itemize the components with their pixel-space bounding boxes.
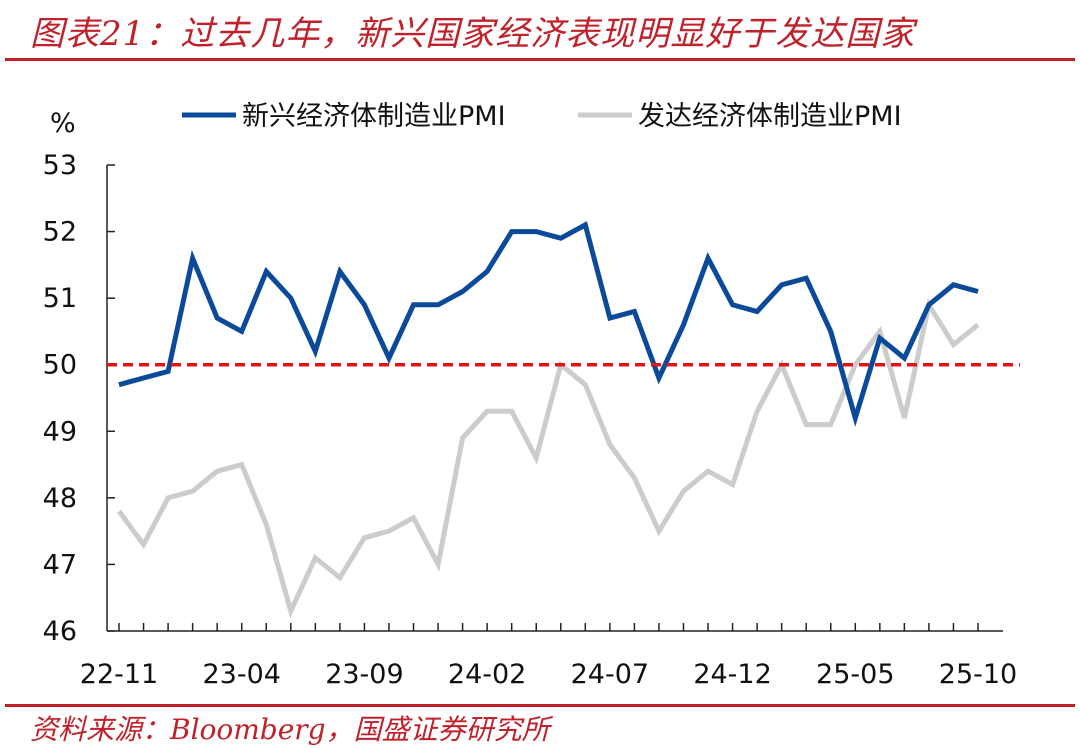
- x-tick-label: 25-05: [816, 659, 894, 690]
- legend: 新兴经济体制造业PMI 发达经济体制造业PMI: [182, 101, 902, 132]
- y-tick-label: 47: [43, 549, 77, 580]
- axes: 46 47 48 49 50 51 52 53 22-11 23-04 23-09 24-02 24-0…: [43, 150, 1018, 690]
- title-divider: [5, 58, 1075, 61]
- chart-title: 图表21：过去几年，新兴国家经济表现明显好于发达国家: [30, 14, 916, 54]
- x-tick-label: 22-11: [80, 659, 158, 690]
- series-line-1: [118, 221, 979, 427]
- series-line-2: [116, 298, 980, 619]
- y-tick-label: 52: [43, 217, 77, 248]
- y-tick-label: 46: [43, 616, 77, 647]
- y-tick-label: 53: [43, 150, 77, 181]
- legend-label-series-2: 发达经济体制造业PMI: [638, 101, 902, 132]
- x-tick-label: 25-10: [939, 659, 1017, 690]
- legend-label-series-1: 新兴经济体制造业PMI: [242, 101, 506, 132]
- line-chart: 46 47 48 49 50 51 52 53 22-11 23-04 23-09 24-02 24-0…: [43, 101, 1020, 690]
- y-tick-label: 48: [43, 483, 77, 514]
- x-tick-label: 23-04: [202, 659, 280, 690]
- x-tick-label: 24-02: [448, 659, 526, 690]
- x-tick-label: 24-12: [693, 659, 771, 690]
- y-axis-label: %: [50, 108, 76, 139]
- source-note: 资料来源：Bloomberg，国盛证券研究所: [30, 713, 550, 746]
- source-divider: [5, 704, 1075, 707]
- x-tick-label: 23-09: [325, 659, 403, 690]
- y-tick-label: 49: [43, 416, 77, 447]
- x-tick-label: 24-07: [571, 659, 649, 690]
- y-tick-label: 51: [43, 283, 77, 314]
- series-layer: [107, 221, 1020, 619]
- y-tick-label: 50: [43, 350, 77, 381]
